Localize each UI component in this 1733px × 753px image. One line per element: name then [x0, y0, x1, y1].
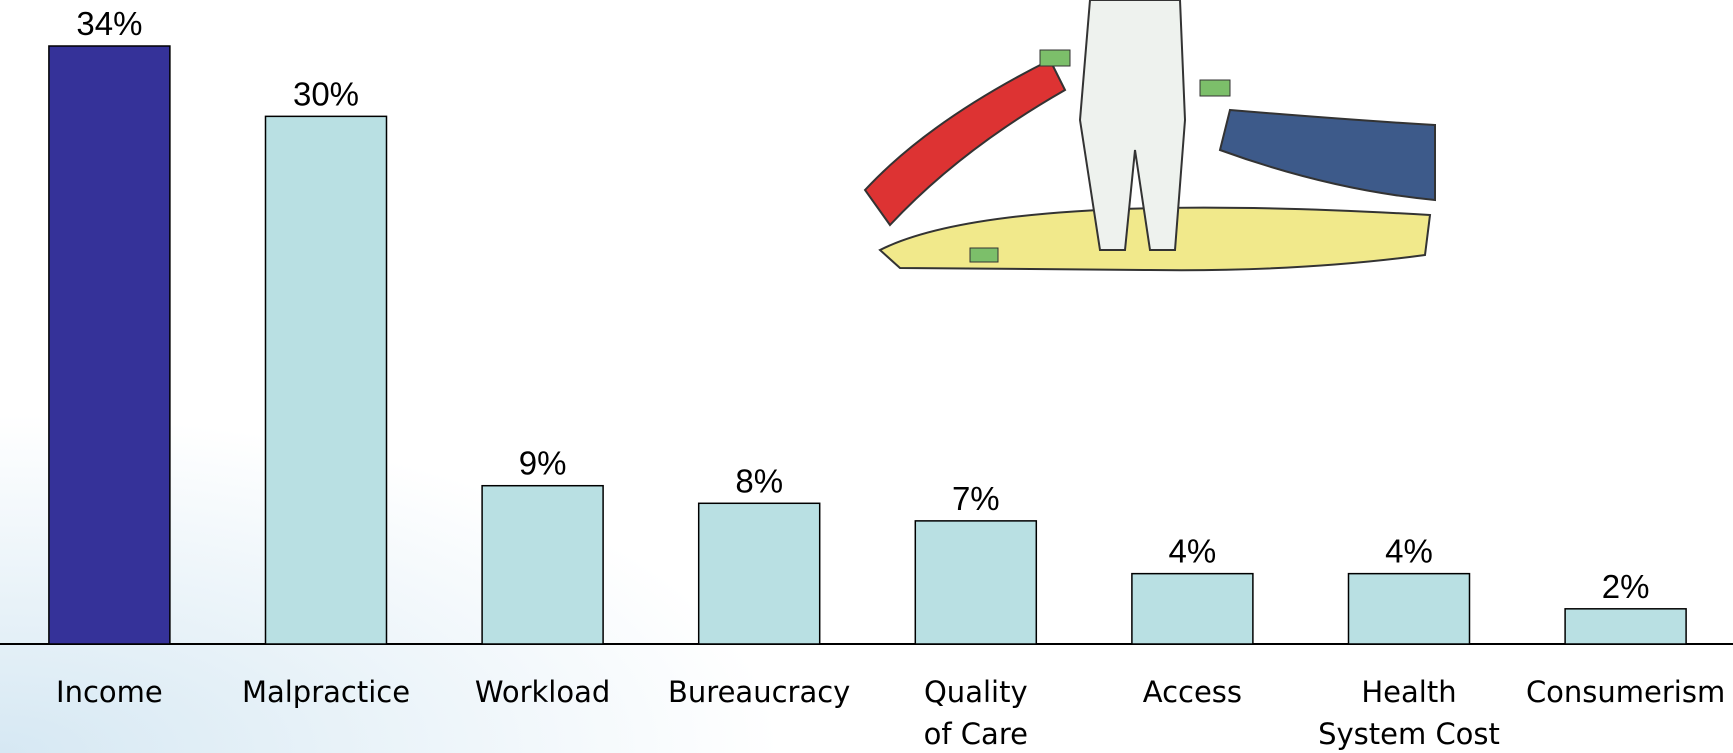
category-label: Health System Cost — [1318, 675, 1500, 751]
value-label: 4% — [1385, 533, 1433, 570]
category-label: Malpractice — [242, 675, 410, 709]
bar — [1347, 572, 1471, 645]
category-label: Quality of Care — [924, 675, 1028, 751]
bar — [914, 520, 1038, 645]
category-label: Income — [56, 675, 163, 709]
bar — [1131, 572, 1254, 645]
bar — [1564, 608, 1687, 645]
value-label: 7% — [952, 480, 1000, 517]
illustration — [863, 0, 1436, 272]
category-label: Access — [1143, 675, 1242, 709]
category-label: Bureaucracy — [668, 675, 850, 709]
value-label: 34% — [76, 5, 142, 42]
value-label: 2% — [1602, 568, 1650, 605]
bar — [264, 115, 388, 645]
category-label: Consumerism — [1526, 675, 1725, 709]
bar — [697, 502, 821, 645]
bar — [48, 45, 171, 645]
value-label: 30% — [293, 75, 359, 112]
bar — [481, 484, 604, 645]
category-label: Workload — [475, 675, 610, 709]
value-label: 8% — [735, 462, 783, 499]
value-label: 9% — [519, 445, 567, 482]
value-label: 4% — [1169, 533, 1217, 570]
